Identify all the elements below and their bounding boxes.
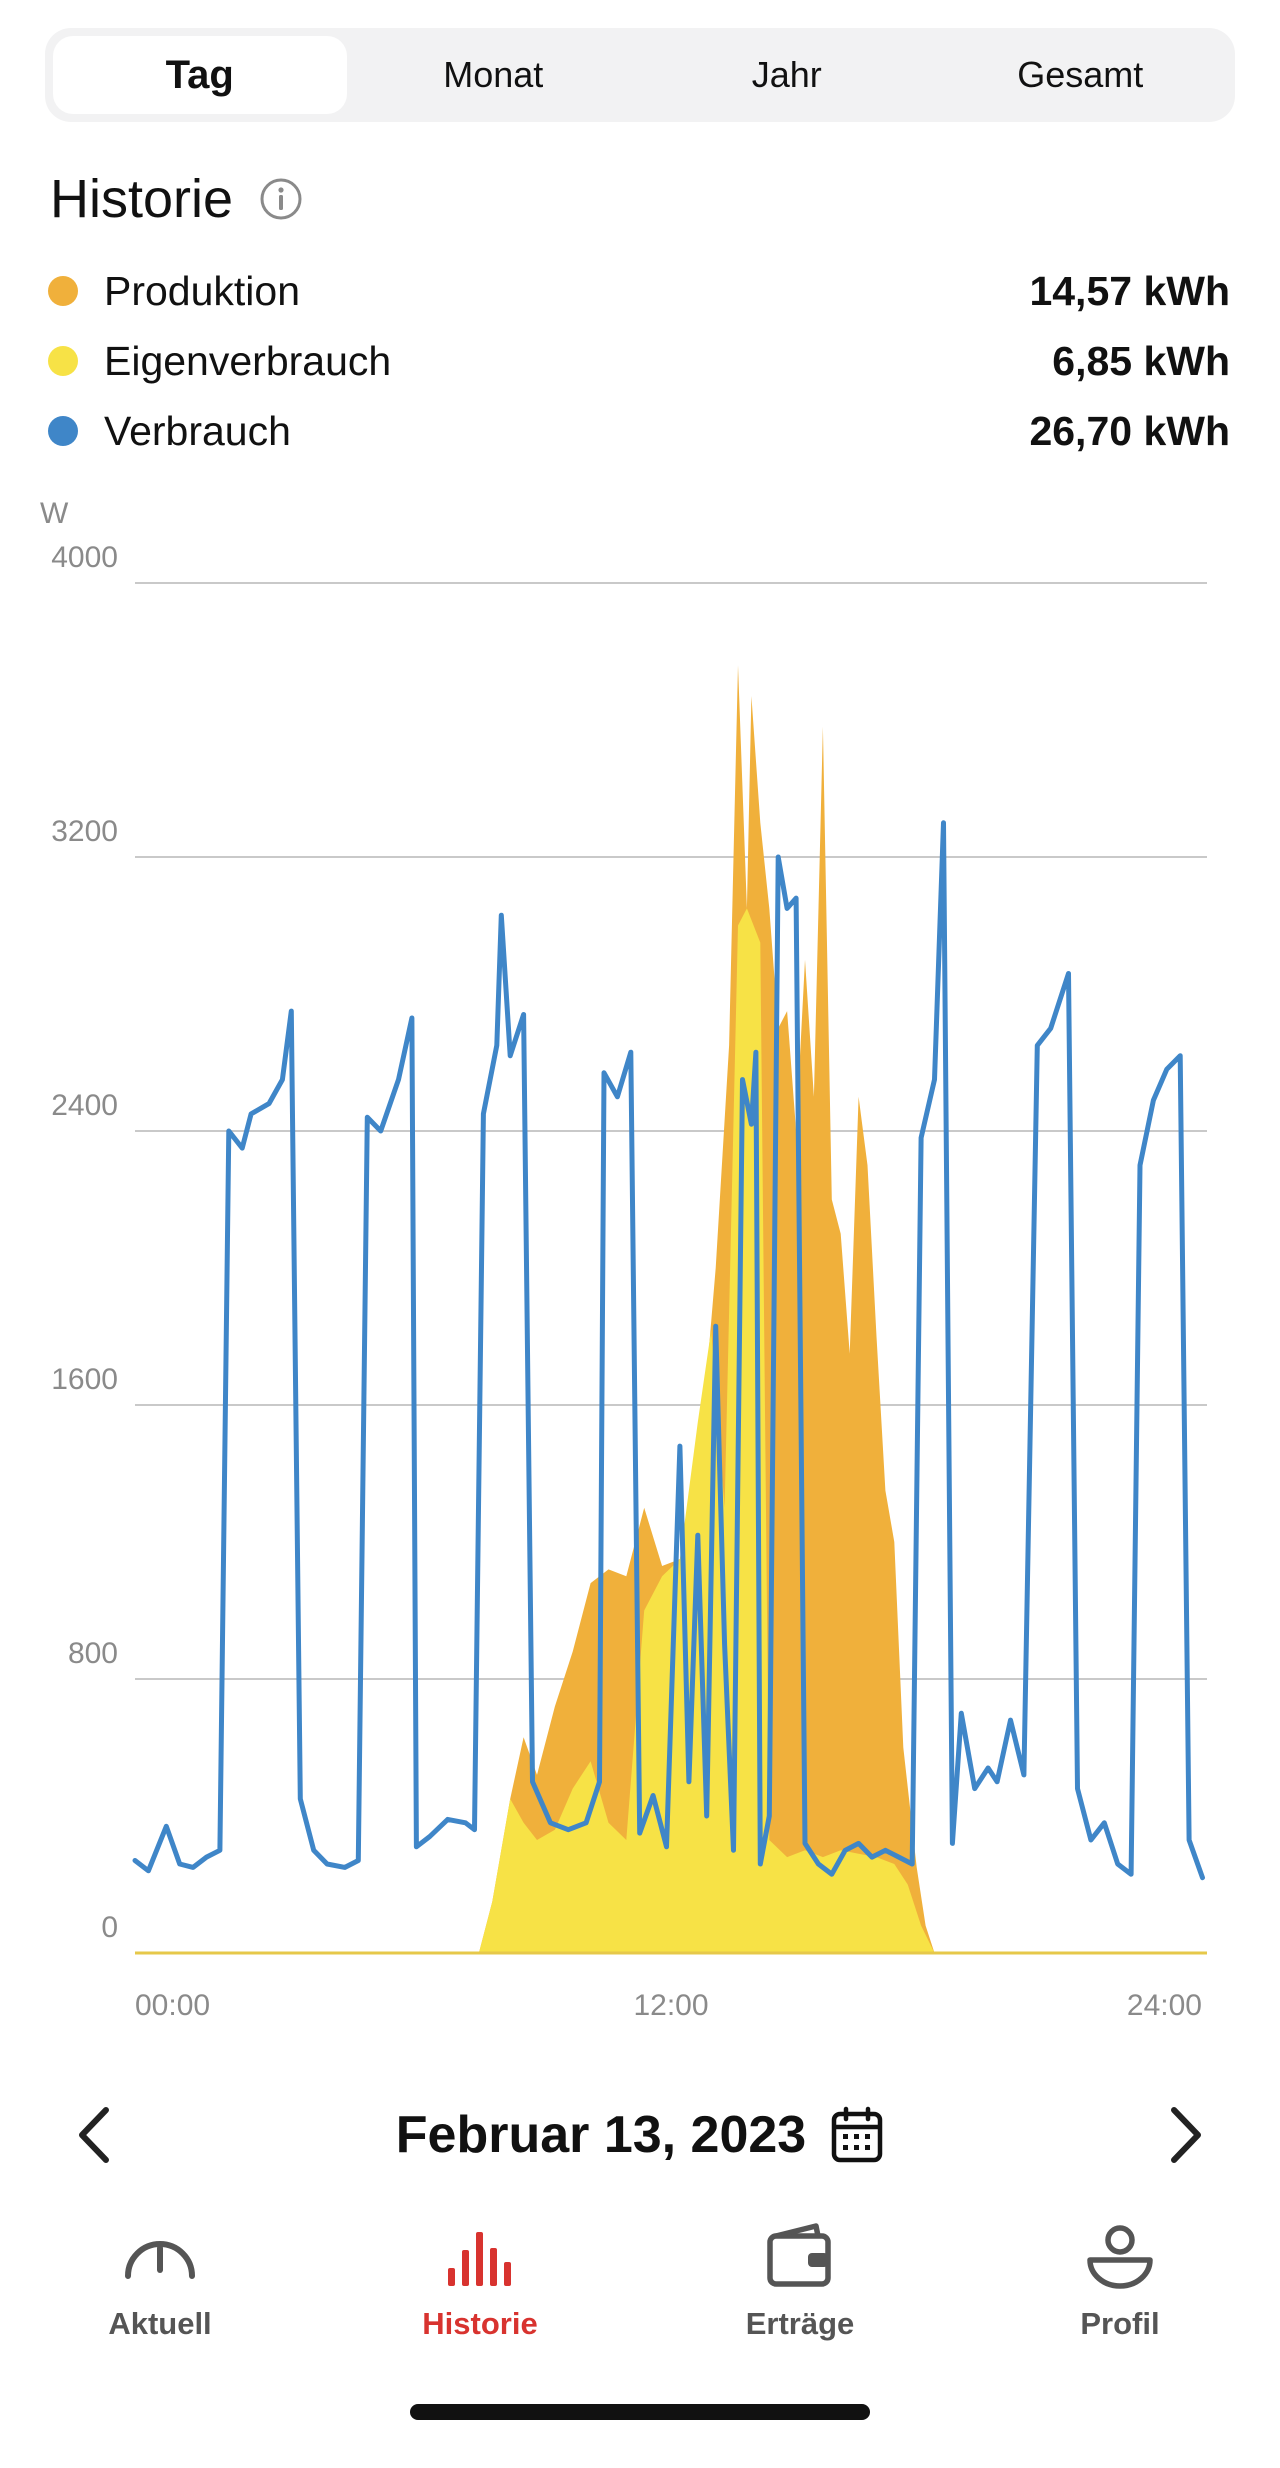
tab-jahr[interactable]: Jahr — [751, 54, 822, 95]
eigenverbrauch-dot-icon — [48, 346, 78, 376]
gauge-icon — [125, 2241, 195, 2279]
tab-label: Profil — [1080, 2306, 1160, 2341]
tab-tag[interactable]: Tag — [53, 36, 347, 114]
date-navigation: Februar 13, 2023 — [0, 2090, 1280, 2180]
y-tick-label: 4000 — [51, 541, 118, 574]
info-circle-icon[interactable] — [259, 177, 303, 221]
bottom-tab-bar: Aktuell Historie Erträge Profil — [0, 2210, 1280, 2370]
bar-chart-icon — [448, 2232, 511, 2286]
legend-item-verbrauch: Verbrauch 26,70 kWh — [48, 396, 1230, 466]
y-tick-label: 1600 — [51, 1363, 118, 1396]
legend-item-produktion: Produktion 14,57 kWh — [48, 256, 1230, 326]
verbrauch-dot-icon — [48, 416, 78, 446]
history-header: Historie — [50, 168, 303, 230]
history-chart[interactable]: W 4000 3200 2400 1600 800 0 00:00 12:00 24:00 — [0, 480, 1280, 2040]
date-picker[interactable]: Februar 13, 2023 — [0, 2090, 1280, 2180]
history-title: Historie — [50, 169, 234, 229]
legend-value: 14,57 kWh — [1029, 267, 1230, 314]
calendar-icon — [831, 2106, 883, 2163]
y-axis-unit-label: W — [40, 497, 69, 530]
tab-label: Aktuell — [108, 2306, 212, 2341]
nav-ertraege[interactable]: Erträge — [640, 2210, 960, 2370]
chart-legend: Produktion 14,57 kWh Eigenverbrauch 6,85… — [48, 256, 1230, 466]
legend-value: 6,85 kWh — [1052, 337, 1230, 384]
period-segmented-control: Tag Monat Jahr Gesamt — [45, 28, 1235, 122]
x-tick-label: 00:00 — [135, 1989, 210, 2022]
nav-profil[interactable]: Profil — [960, 2210, 1280, 2370]
produktion-dot-icon — [48, 276, 78, 306]
tab-gesamt[interactable]: Gesamt — [1017, 54, 1144, 95]
y-tick-label: 3200 — [51, 815, 118, 848]
legend-label: Verbrauch — [104, 407, 291, 454]
tab-monat[interactable]: Monat — [443, 54, 544, 95]
nav-historie[interactable]: Historie — [320, 2210, 640, 2370]
legend-item-eigenverbrauch: Eigenverbrauch 6,85 kWh — [48, 326, 1230, 396]
wallet-icon — [767, 2223, 831, 2287]
legend-label: Eigenverbrauch — [104, 337, 392, 384]
y-tick-label: 800 — [68, 1637, 118, 1670]
x-tick-label: 24:00 — [1127, 1989, 1202, 2022]
y-tick-label: 0 — [101, 1911, 118, 1944]
tab-label: Historie — [422, 2306, 538, 2341]
nav-aktuell[interactable]: Aktuell — [0, 2210, 320, 2370]
date-label: Februar 13, 2023 — [395, 2106, 807, 2164]
chevron-right-icon[interactable] — [1154, 2102, 1214, 2168]
legend-value: 26,70 kWh — [1029, 407, 1230, 454]
x-tick-label: 12:00 — [633, 1989, 708, 2022]
verbrauch-series-line — [132, 820, 1205, 1881]
y-tick-label: 2400 — [51, 1089, 118, 1122]
tab-label: Erträge — [745, 2306, 855, 2341]
home-indicator — [410, 2404, 870, 2420]
person-icon — [1087, 2225, 1153, 2289]
chevron-left-icon[interactable] — [66, 2102, 126, 2168]
legend-label: Produktion — [104, 267, 301, 314]
